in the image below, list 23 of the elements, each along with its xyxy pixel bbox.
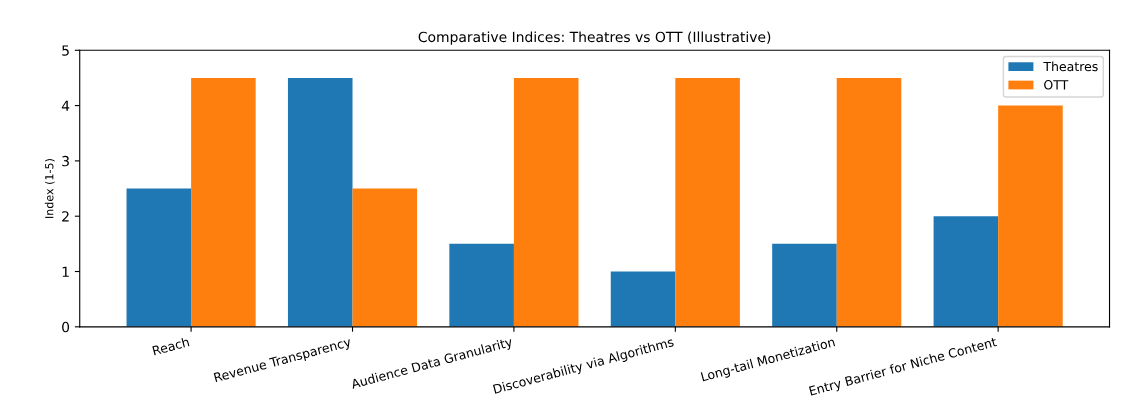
chart-title: Comparative Indices: Theatres vs OTT (Illustrative) (418, 31, 771, 45)
x-tick-label: Reach (152, 336, 190, 356)
y-tick-label: 2 (62, 211, 69, 222)
bar (772, 243, 837, 327)
y-tick-label: 4 (61, 100, 70, 111)
bar (675, 77, 740, 327)
bar (287, 77, 353, 327)
bar (126, 188, 192, 327)
y-tick-label: 0 (62, 321, 70, 333)
bar (610, 271, 676, 327)
bar (933, 216, 999, 327)
bar (998, 105, 1063, 327)
legend-label: Theatres (1043, 61, 1098, 72)
bar (449, 243, 514, 327)
y-tick-label: 1 (62, 266, 69, 277)
y-tick-label: 3 (62, 155, 69, 167)
bar (352, 188, 418, 327)
bar (513, 77, 579, 327)
bar (836, 77, 902, 327)
y-tick-label: 5 (62, 45, 69, 56)
bar (191, 77, 256, 327)
y-axis-title: Index (1-5) (44, 159, 55, 218)
legend-label: OTT (1044, 80, 1069, 90)
